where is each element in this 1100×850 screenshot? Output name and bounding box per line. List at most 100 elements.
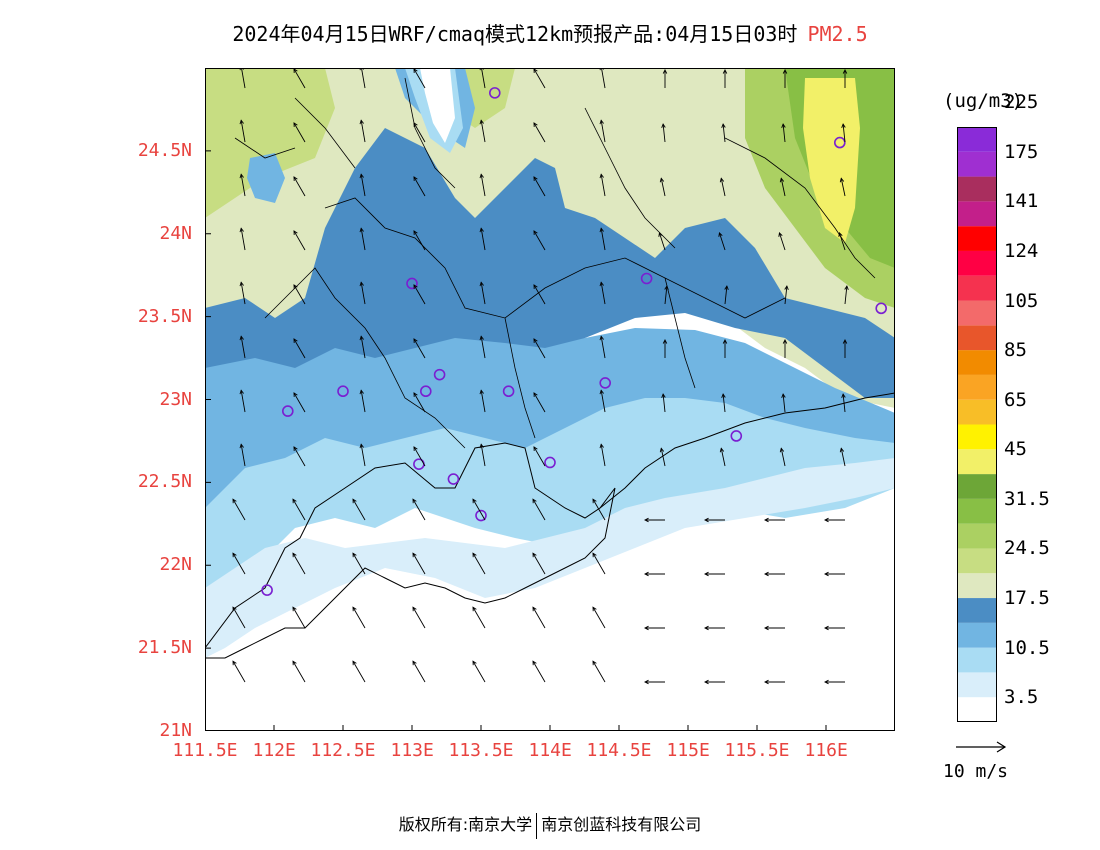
wind-vector: [240, 390, 246, 413]
wind-vector: [360, 228, 366, 251]
wind-vector-head: [533, 284, 538, 289]
wind-vector-head: [293, 392, 298, 397]
wind-vector-head: [359, 281, 364, 287]
station-marker: [282, 405, 294, 417]
wind-vector-head: [662, 69, 668, 74]
wind-vector: [592, 606, 606, 629]
colorbar-segment: [957, 697, 997, 722]
colorbar-label: 225: [1004, 91, 1039, 114]
wind-vector: [600, 120, 606, 143]
wind-vector: [592, 552, 606, 575]
wind-vector-head: [721, 393, 726, 398]
wind-vector: [240, 336, 246, 359]
wind-vector-head: [472, 552, 477, 558]
wind-vector-head: [293, 176, 298, 181]
colorbar-label: 31.5: [1004, 487, 1050, 510]
wind-vector-head: [764, 571, 769, 577]
wind-vector-head: [592, 660, 597, 666]
wind-vector-head: [293, 230, 298, 235]
colorbar-label: 65: [1004, 388, 1027, 411]
wind-vector-head: [704, 679, 709, 685]
colorbar-label: 45: [1004, 438, 1027, 461]
lat-label: 24N: [159, 222, 192, 244]
wind-vector: [722, 124, 726, 143]
map-title: 2024年04月15日WRF/cmaq模式12km预报产品:04月15日03时 P…: [0, 18, 1100, 47]
wind-vector: [413, 392, 426, 413]
wind-vector-head: [413, 392, 418, 397]
colorbar-frame: [957, 127, 997, 722]
wind-vector: [352, 552, 366, 575]
station-marker: [730, 430, 743, 442]
wind-vector: [480, 336, 486, 359]
colorbar-segment: [957, 548, 997, 574]
wind-vector: [413, 176, 426, 197]
colorbar-unit: (ug/m3): [943, 90, 1024, 112]
colorbar-segment: [957, 622, 997, 648]
wind-vector-head: [352, 498, 357, 504]
wind-vector-head: [844, 285, 849, 290]
wind-vector: [413, 446, 426, 467]
wind-vector-head: [532, 498, 537, 504]
field-level-45-ne: [803, 78, 860, 243]
wind-vector-head: [293, 338, 298, 343]
wind-reference-arrow: [956, 741, 1007, 753]
wind-vector-head: [704, 625, 709, 631]
wind-vector: [240, 444, 246, 467]
wind-vector-head: [781, 393, 786, 398]
colorbar-label: 17.5: [1004, 587, 1050, 610]
lon-label: 112E: [252, 740, 296, 761]
wind-vector-head: [659, 447, 665, 453]
wind-vector-head: [239, 119, 244, 125]
wind-vector: [532, 660, 546, 683]
wind-vector-head: [778, 231, 783, 237]
wind-vector-head: [533, 122, 538, 127]
wind-vector: [360, 174, 366, 197]
wind-vector-head: [599, 227, 604, 233]
station-marker: [544, 456, 556, 469]
wind-vector: [842, 124, 846, 143]
wind-vector-head: [661, 123, 666, 128]
wind-vector: [413, 284, 426, 305]
wind-vector-head: [659, 177, 665, 183]
wind-vector: [533, 122, 546, 143]
lon-label: 113E: [390, 740, 434, 761]
wind-vector: [600, 444, 606, 467]
wind-vector-head: [599, 173, 604, 179]
wind-vector: [472, 552, 486, 575]
wind-vector-head: [479, 389, 484, 395]
wind-vector: [472, 606, 486, 629]
wind-vector: [232, 552, 246, 575]
wind-vector: [472, 498, 486, 521]
wind-vector-head: [704, 571, 709, 577]
wind-vector: [480, 174, 486, 197]
wind-vector-head: [352, 552, 357, 558]
wind-vector-head: [239, 281, 244, 287]
wind-vector-head: [722, 69, 728, 74]
colorbar-segment: [957, 350, 997, 375]
wind-vector: [413, 122, 426, 143]
wind-vector: [844, 286, 848, 305]
wind-vector: [292, 660, 306, 683]
wind-vector: [413, 68, 426, 89]
wind-vector: [533, 392, 546, 413]
wind-vector-head: [412, 660, 417, 666]
colorbar-label: 105: [1004, 289, 1039, 312]
colorbar-segment: [957, 151, 997, 177]
wind-vector: [480, 120, 486, 143]
colorbar-segment: [957, 424, 997, 450]
wind-vector-head: [841, 393, 846, 398]
colorbar-segment: [957, 374, 997, 400]
wind-vector: [360, 444, 366, 467]
wind-vector-head: [533, 230, 538, 235]
lat-label: 22.5N: [137, 471, 192, 493]
wind-vector: [660, 448, 666, 467]
wind-vector-head: [781, 123, 786, 128]
wind-vector: [293, 338, 306, 359]
station-marker: [433, 368, 446, 381]
wind-vector: [240, 120, 246, 143]
wind-vector: [292, 606, 306, 629]
wind-vector: [480, 390, 486, 413]
wind-vector: [600, 336, 606, 359]
wind-vector: [292, 552, 306, 575]
wind-vector-head: [293, 122, 298, 127]
